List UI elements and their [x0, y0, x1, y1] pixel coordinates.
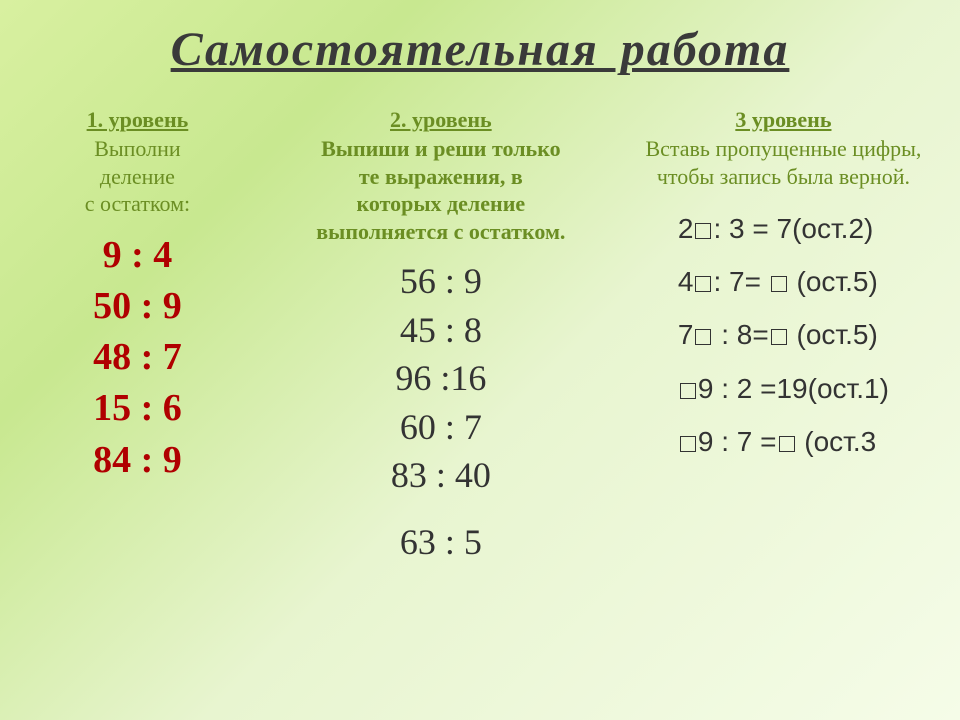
expr: 63 : 5: [391, 500, 491, 567]
expr: 45 : 8: [391, 306, 491, 355]
equation: 2 : 3 = 7(ост.2): [678, 202, 889, 255]
level-1: 1. уровень Выполни делениес остатком: 9 :…: [20, 107, 255, 567]
expr: 56 : 9: [391, 257, 491, 306]
level-1-items: 9 : 450 : 948 : 715 : 684 : 9: [93, 230, 182, 486]
desc-line: деление: [100, 164, 175, 189]
blank-box: [680, 436, 696, 452]
eq-text: : 8=: [713, 319, 768, 350]
level-2-header: 2. уровень: [390, 107, 492, 133]
level-3-equations: 2: 3 = 7(ост.2)4: 7= (ост.5)7 : 8= (ост.…: [678, 202, 889, 468]
blank-box: [771, 329, 787, 345]
desc-line: Выпиши и реши только: [321, 136, 560, 161]
columns: 1. уровень Выполни делениес остатком: 9 :…: [0, 77, 960, 567]
blank-box: [695, 223, 711, 239]
eq-text: 9 : 7 =: [698, 426, 777, 457]
eq-text: : 7=: [713, 266, 768, 297]
expr: 48 : 7: [93, 332, 182, 383]
level-1-desc: Выполни делениес остатком:: [85, 135, 190, 218]
expr: 9 : 4: [93, 230, 182, 281]
expr: 15 : 6: [93, 383, 182, 434]
level-2-desc: Выпиши и реши только те выражения, вкотор…: [316, 135, 565, 245]
eq-text: 7: [678, 319, 694, 350]
desc-line: Выполни: [94, 136, 180, 161]
blank-box: [695, 276, 711, 292]
expr: 96 :16: [391, 354, 491, 403]
level-2: 2. уровень Выпиши и реши только те выраже…: [255, 107, 627, 567]
expr: 60 : 7: [391, 403, 491, 452]
expr: 50 : 9: [93, 281, 182, 332]
desc-line: чтобы запись была верной.: [657, 164, 910, 189]
desc-line: выполняется с остатком.: [316, 219, 565, 244]
eq-text: 9 : 2 =19(ост.1): [698, 373, 889, 404]
equation: 9 : 2 =19(ост.1): [678, 362, 889, 415]
desc-line: Вставь пропущенные цифры,: [645, 136, 921, 161]
equation: 7 : 8= (ост.5): [678, 308, 889, 361]
eq-text: 2: [678, 213, 694, 244]
level-3-header: 3 уровень: [735, 107, 831, 133]
eq-text: : 3 = 7(ост.2): [713, 213, 873, 244]
blank-box: [779, 436, 795, 452]
equation: 4 : 7= (ост.5): [678, 255, 889, 308]
blank-box: [771, 276, 787, 292]
desc-line: которых деление: [357, 191, 526, 216]
level-2-items: 56 : 945 : 896 :1660 : 783 : 4063 : 5: [391, 257, 491, 567]
level-3: 3 уровень Вставь пропущенные цифры, чтобы…: [627, 107, 940, 567]
eq-text: (ост.5): [789, 319, 878, 350]
equation: 9 : 7 = (ост.3: [678, 415, 889, 468]
level-3-desc: Вставь пропущенные цифры, чтобы запись бы…: [645, 135, 921, 190]
page-title: Самостоятельная работа: [0, 0, 960, 77]
expr: 84 : 9: [93, 435, 182, 486]
level-1-header: 1. уровень: [87, 107, 189, 133]
desc-line: с остатком:: [85, 191, 190, 216]
eq-text: (ост.3: [797, 426, 877, 457]
blank-box: [695, 329, 711, 345]
expr: 83 : 40: [391, 451, 491, 500]
eq-text: 4: [678, 266, 694, 297]
blank-box: [680, 383, 696, 399]
eq-text: (ост.5): [789, 266, 878, 297]
desc-line: те выражения, в: [359, 164, 523, 189]
